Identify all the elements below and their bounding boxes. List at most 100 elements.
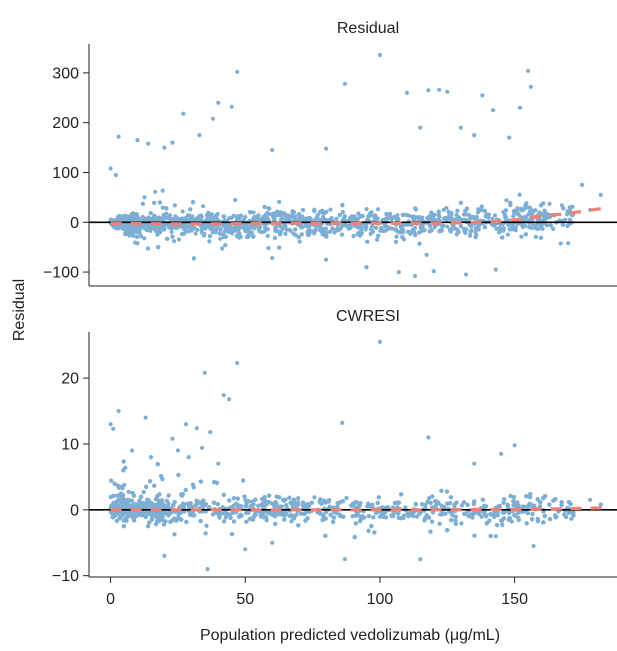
data-point [277, 200, 281, 204]
outlier-point [459, 126, 463, 130]
data-point [312, 495, 316, 499]
data-point [184, 488, 188, 492]
data-point [300, 225, 304, 229]
outlier-point [526, 69, 530, 73]
data-point [530, 517, 534, 521]
data-point [312, 208, 316, 212]
panel-title: Residual [337, 20, 399, 37]
outlier-point [580, 183, 584, 187]
data-point [314, 217, 318, 221]
data-point [374, 226, 378, 230]
data-point [353, 535, 357, 539]
data-point [111, 515, 115, 519]
outlier-point [418, 126, 422, 130]
outlier-point [197, 133, 201, 137]
data-point [280, 217, 284, 221]
data-point [164, 212, 168, 216]
data-point [144, 485, 148, 489]
data-point [548, 517, 552, 521]
data-point [188, 217, 192, 221]
data-point [506, 503, 510, 507]
data-point [334, 217, 338, 221]
data-point [194, 232, 198, 236]
data-point [244, 520, 248, 524]
data-point [180, 232, 184, 236]
outlier-point [494, 268, 498, 272]
outlier-point [114, 173, 118, 177]
data-point [452, 504, 456, 508]
outlier-point [235, 70, 239, 74]
data-point [321, 229, 325, 233]
data-point [265, 518, 269, 522]
data-point [121, 468, 125, 472]
data-point [146, 246, 150, 250]
data-point [172, 239, 176, 243]
data-point [445, 528, 449, 532]
data-point [430, 520, 434, 524]
data-point [484, 213, 488, 217]
data-point [352, 502, 356, 506]
data-point [318, 210, 322, 214]
data-point [235, 217, 239, 221]
data-point [282, 518, 286, 522]
data-point [511, 214, 515, 218]
data-point [265, 215, 269, 219]
data-point [239, 214, 243, 218]
data-point [409, 511, 413, 515]
outlier-point [413, 274, 417, 278]
data-point [406, 223, 410, 227]
data-point [356, 212, 360, 216]
data-point [377, 495, 381, 499]
data-point [273, 236, 277, 240]
data-point [181, 209, 185, 213]
data-point [208, 234, 212, 238]
data-point [146, 226, 150, 230]
outlier-point [216, 101, 220, 105]
data-point [211, 512, 215, 516]
data-point [152, 484, 156, 488]
data-point [504, 208, 508, 212]
outlier-point [117, 135, 121, 139]
data-point [223, 243, 227, 247]
outlier-point [230, 105, 234, 109]
data-point [356, 501, 360, 505]
outlier-point [566, 223, 570, 227]
data-point [394, 240, 398, 244]
outlier-point [405, 91, 409, 95]
data-point [350, 214, 354, 218]
data-point [502, 497, 506, 501]
data-point [275, 210, 279, 214]
data-point [180, 494, 184, 498]
data-point [328, 208, 332, 212]
data-point [218, 237, 222, 241]
data-point [204, 524, 208, 528]
data-point [128, 229, 132, 233]
data-point [365, 218, 369, 222]
data-point [506, 233, 510, 237]
data-point [375, 238, 379, 242]
data-point [218, 232, 222, 236]
outlier-point [507, 136, 511, 140]
data-point [452, 226, 456, 230]
data-point [298, 240, 302, 244]
data-point [401, 228, 405, 232]
data-point [352, 234, 356, 238]
data-point [492, 223, 496, 227]
data-point [166, 223, 170, 227]
data-point [383, 224, 387, 228]
data-point [541, 496, 545, 500]
outlier-point [146, 142, 150, 146]
data-point [466, 503, 470, 507]
data-point [448, 501, 452, 505]
outlier-point [378, 53, 382, 57]
data-point [318, 500, 322, 504]
data-point [498, 504, 502, 508]
data-point [472, 534, 476, 538]
data-point [329, 513, 333, 517]
y-tick-label: 300 [52, 65, 79, 82]
data-point [423, 503, 427, 507]
data-point [414, 208, 418, 212]
data-point [164, 206, 168, 210]
